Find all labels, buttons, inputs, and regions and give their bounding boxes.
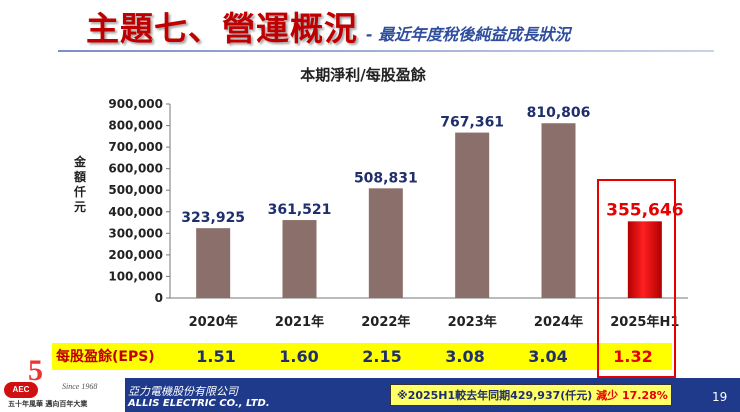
y-tick-label: 600,000: [108, 162, 163, 176]
x-tick-label: 2025年H1: [610, 314, 679, 330]
y-axis-title-char: 元: [74, 200, 86, 214]
y-tick-label: 300,000: [108, 226, 163, 240]
bar: [282, 220, 317, 298]
y-tick-label: 0: [155, 291, 163, 305]
bar-value-label: 361,521: [268, 202, 332, 218]
y-axis-title-char: 額: [73, 169, 86, 184]
chart-title: 本期淨利/每股盈餘: [300, 66, 426, 84]
bar-value-label: 767,361: [440, 115, 504, 131]
bar: [455, 132, 490, 298]
x-tick-label: 2020年: [189, 314, 238, 330]
comparison-note-text: ※2025H1較去年同期429,937(仟元): [397, 389, 593, 402]
eps-value: 1.60: [279, 347, 319, 366]
company-name-cn: 亞力電機股份有限公司: [128, 385, 238, 398]
x-tick-label: 2023年: [448, 314, 497, 330]
title-divider: [58, 50, 714, 52]
eps-value-highlight: 1.32: [613, 347, 653, 366]
bar-value-label: 810,806: [527, 105, 591, 121]
y-axis-title-char: 金: [73, 154, 87, 169]
bar-value-label-highlight: 355,646: [606, 200, 683, 220]
bar: [196, 228, 231, 298]
y-tick-label: 800,000: [108, 119, 163, 133]
y-tick-label: 100,000: [108, 269, 163, 283]
bar-highlight: [627, 221, 662, 298]
bar: [368, 188, 403, 298]
eps-value: 1.51: [196, 347, 236, 366]
y-axis-title-char: 仟: [73, 184, 86, 199]
x-tick-label: 2022年: [361, 314, 410, 330]
slide-subtitle: - 最近年度稅後純益成長狀況: [366, 25, 571, 44]
fifty-anniversary-icon: 5: [28, 354, 43, 387]
y-tick-label: 400,000: [108, 205, 163, 219]
since-year: Since 1968: [62, 382, 98, 391]
y-tick-label: 200,000: [108, 248, 163, 262]
eps-value: 2.15: [362, 347, 402, 366]
bar-value-label: 323,925: [181, 210, 245, 226]
x-tick-label: 2021年: [275, 314, 324, 330]
eps-row-label: 每股盈餘(EPS): [56, 349, 155, 365]
eps-value: 3.04: [528, 347, 568, 366]
y-tick-label: 900,000: [108, 97, 163, 111]
company-slogan: 五十年風華 邁向百年大業: [8, 400, 88, 408]
eps-value: 3.08: [445, 347, 485, 366]
slide-title: 主題七、營運概況: [86, 9, 358, 48]
y-tick-label: 700,000: [108, 140, 163, 154]
aec-logo-badge: AEC: [4, 382, 38, 398]
y-tick-label: 500,000: [108, 183, 163, 197]
bar-value-label: 508,831: [354, 170, 418, 186]
h1-highlight-frame: [597, 179, 676, 378]
x-tick-label: 2024年: [534, 314, 583, 330]
company-logo: 5 AEC Since 1968 五十年風華 邁向百年大業: [0, 354, 125, 412]
company-name-en: ALLIS ELECTRIC CO., LTD.: [128, 398, 270, 409]
comparison-note-change: 減少 17.28%: [596, 389, 668, 402]
bar: [541, 123, 576, 299]
slide-title-row: 主題七、營運概況 - 最近年度稅後純益成長狀況: [86, 2, 571, 48]
eps-highlight-band: [52, 343, 672, 370]
page-number: 19: [712, 390, 728, 404]
comparison-note: ※2025H1較去年同期429,937(仟元) 減少 17.28%: [390, 384, 672, 406]
